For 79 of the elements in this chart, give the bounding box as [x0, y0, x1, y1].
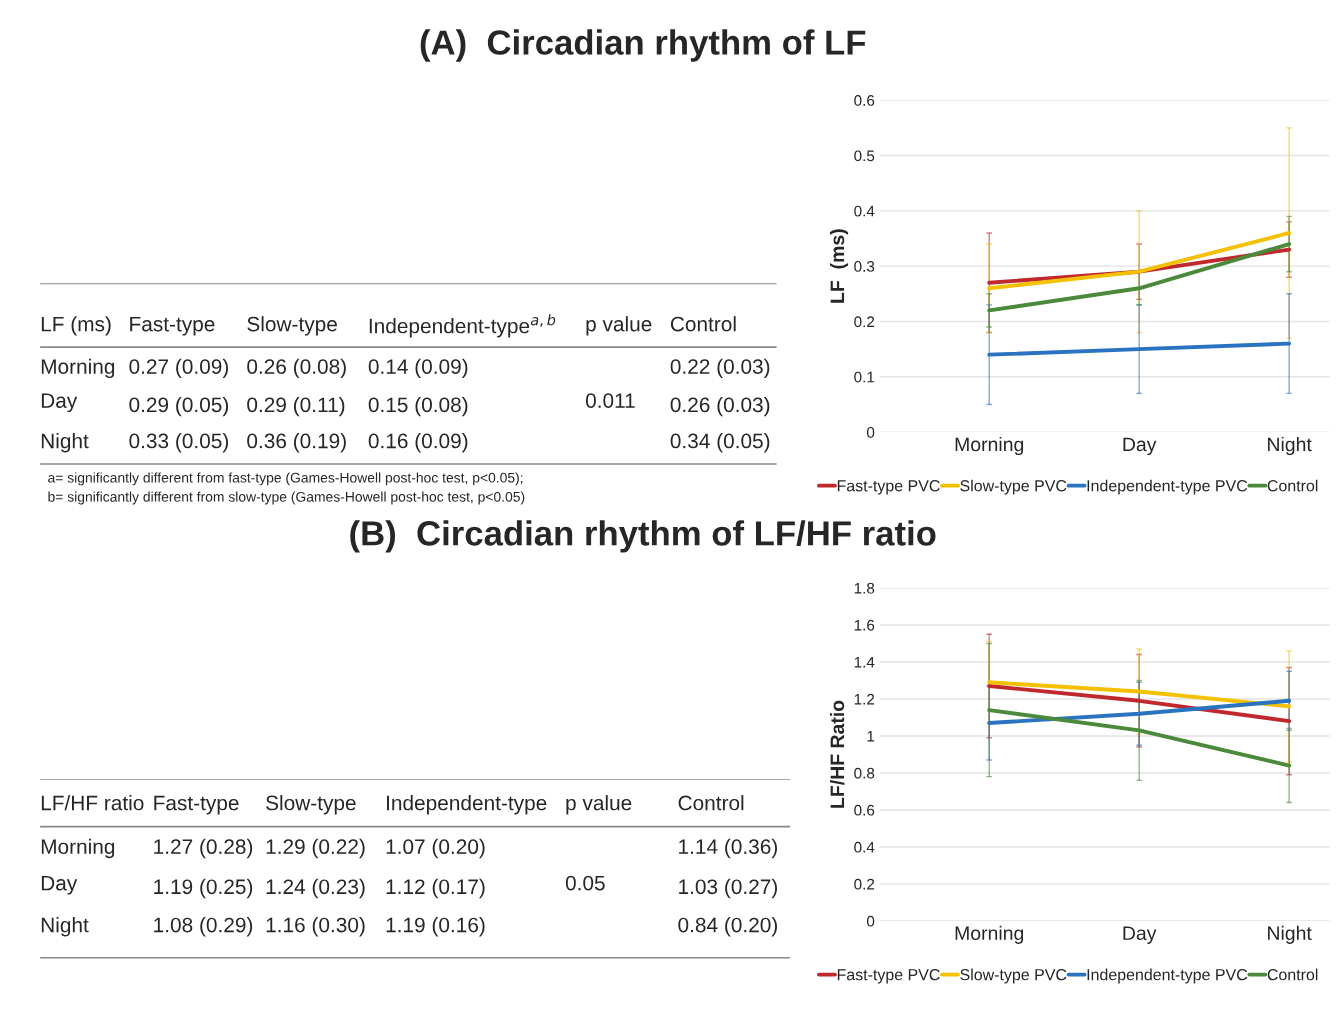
text: LF/HF ratio	[41, 795, 144, 811]
text: 0.84 (0.20)	[678, 917, 777, 937]
y-tick-label: 0	[866, 426, 875, 438]
text: 0.36 (0.19)	[247, 433, 346, 453]
y-tick-label: 0.6	[854, 804, 875, 816]
text: Control	[678, 795, 744, 811]
y-tick-label: 1.2	[854, 693, 875, 705]
text: 0.16 (0.09)	[368, 433, 468, 453]
legend-label: Slow-type PVC	[960, 968, 1067, 984]
text: 0.011	[585, 393, 635, 408]
chart-title: (A) Circadian rhythm of LF	[420, 29, 866, 62]
text: a= significantly different from fast-type (Games-Howell post-hoc test, p<0.05);	[48, 472, 523, 486]
y-axis-title: LF/HF Ratio	[829, 700, 845, 808]
text: Control	[670, 316, 736, 332]
text: 1.08 (0.29)	[154, 917, 253, 937]
y-tick-label: 0.5	[854, 150, 875, 162]
text: 0.26 (0.08)	[247, 358, 346, 379]
text: Slow-type	[266, 795, 356, 815]
legend-label: Control	[1267, 479, 1318, 492]
text: 0.05	[565, 875, 605, 891]
text: 1.03 (0.27)	[679, 878, 777, 899]
text: 1.16 (0.30)	[266, 917, 365, 937]
legend-label: Independent-type PVC	[1087, 479, 1248, 495]
y-tick-label: 0.2	[854, 878, 875, 890]
text: 1.19 (0.25)	[154, 878, 253, 899]
text: 0.14 (0.09)	[368, 358, 468, 379]
text: 1.29 (0.22)	[266, 838, 365, 859]
text: 0.29 (0.11)	[247, 396, 345, 417]
text: 0.29 (0.05)	[129, 396, 229, 417]
text: 1.14 (0.36)	[679, 838, 777, 859]
text: Independent-type	[387, 795, 547, 815]
text: 0.15 (0.08)	[368, 396, 468, 417]
x-tick-label: Night	[1268, 436, 1312, 456]
text: Independent-type$^{a,b}$	[369, 314, 556, 338]
text: 0.33 (0.05)	[129, 433, 229, 453]
y-tick-label: 0.8	[854, 767, 875, 779]
y-tick-label: 0	[866, 915, 875, 927]
text: 1.19 (0.16)	[386, 917, 485, 937]
text: 1.12 (0.17)	[386, 878, 485, 899]
text: Fast-type	[154, 795, 239, 815]
legend-label: Fast-type PVC	[837, 480, 940, 495]
category-label: Day	[41, 393, 78, 413]
y-tick-label: 0.4	[854, 841, 875, 853]
y-tick-label: 0.1	[854, 371, 875, 383]
y-tick-label: 0.4	[854, 205, 875, 217]
text: Slow-type	[247, 316, 337, 336]
y-tick-label: 0.3	[854, 261, 875, 272]
text: 0.22 (0.03)	[670, 358, 770, 379]
text: p value	[566, 795, 632, 815]
legend-label: Slow-type PVC	[960, 479, 1067, 495]
legend-label: Fast-type PVC	[837, 969, 940, 984]
x-tick-label: Day	[1123, 437, 1157, 456]
category-label: Morning	[41, 358, 115, 379]
category-label: Day	[41, 875, 78, 895]
text: b= significantly different from slow-type (Games-Howell post-hoc test, p<0.05)	[48, 491, 525, 505]
text: 0.26 (0.03)	[670, 396, 770, 417]
x-tick-label: Night	[1268, 925, 1312, 944]
text: 0.27 (0.09)	[129, 358, 229, 379]
x-tick-label: Day	[1123, 926, 1157, 944]
y-tick-label: 1	[867, 730, 875, 742]
text: LF (ms)	[41, 316, 111, 336]
category-label: Morning	[41, 838, 115, 859]
legend-label: Control	[1267, 968, 1318, 981]
y-tick-label: 1.4	[854, 656, 875, 668]
x-tick-label: Morning	[955, 925, 1024, 944]
text: 1.24 (0.23)	[266, 878, 365, 899]
y-axis-title: LF (ms)	[829, 229, 849, 303]
y-tick-label: 0.6	[854, 95, 875, 106]
x-tick-label: Morning	[955, 436, 1024, 456]
legend-label: Independent-type PVC	[1087, 968, 1248, 984]
text: 0.34 (0.05)	[670, 433, 770, 453]
text: 1.27 (0.28)	[154, 838, 253, 859]
text: 1.07 (0.20)	[386, 838, 485, 859]
y-tick-label: 1.8	[854, 582, 875, 594]
y-tick-label: 1.6	[854, 619, 875, 631]
text: Fast-type	[130, 316, 215, 336]
text: p value	[586, 316, 652, 336]
y-tick-label: 0.2	[854, 316, 875, 328]
chart-title: (B) Circadian rhythm of LF/HF ratio	[350, 520, 936, 553]
